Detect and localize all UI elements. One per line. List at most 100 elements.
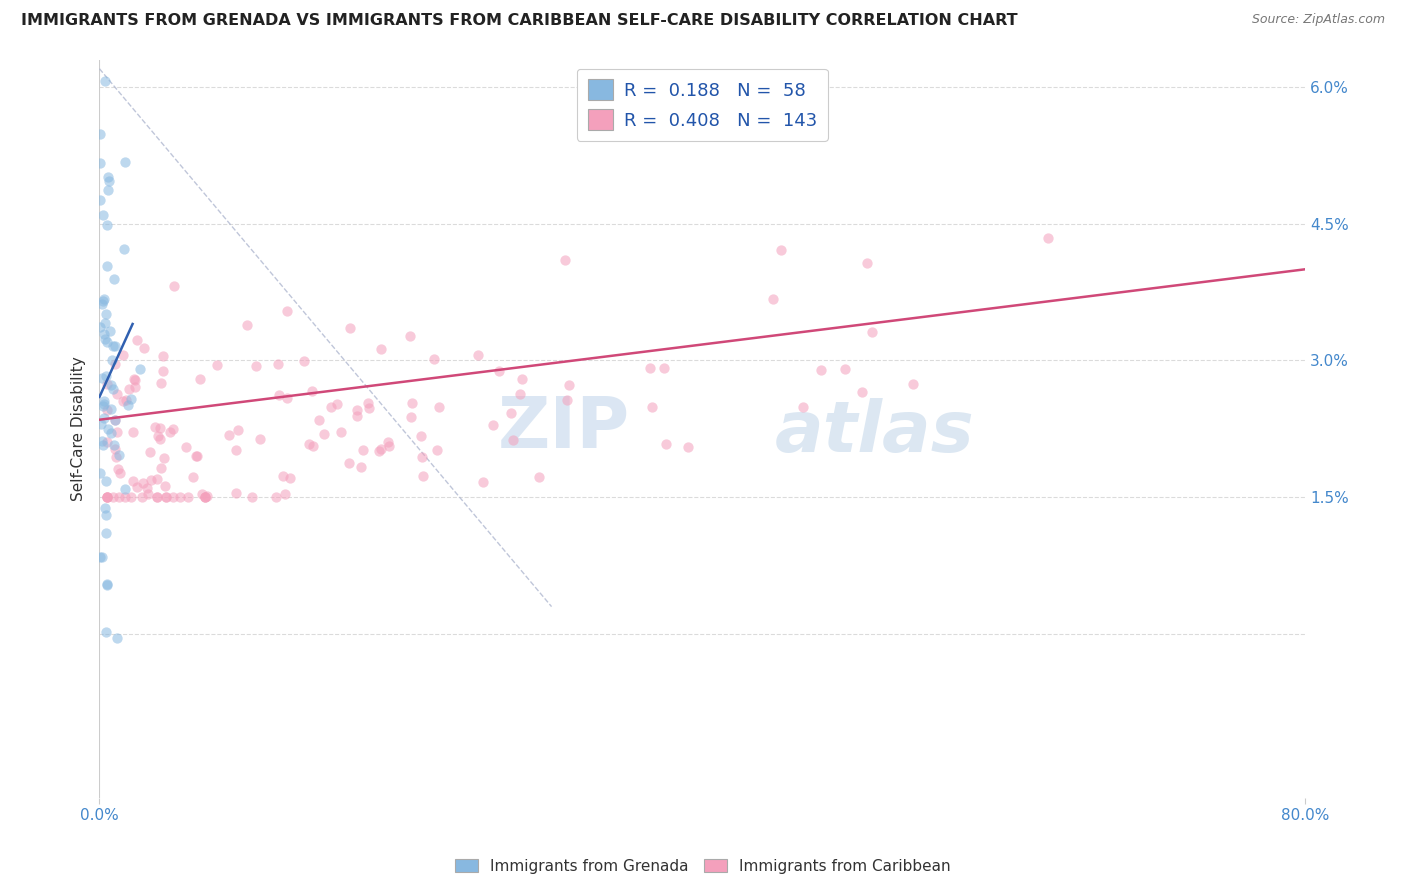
Point — [1036, 231, 1059, 245]
Point — [146, 472, 169, 486]
Point — [249, 432, 271, 446]
Point — [467, 348, 489, 362]
Point — [107, 448, 129, 462]
Point — [155, 479, 177, 493]
Point — [236, 318, 259, 332]
Point — [194, 490, 217, 504]
Point — [149, 376, 172, 390]
Point — [152, 450, 174, 465]
Point — [94, 74, 117, 88]
Point — [121, 425, 143, 440]
Point — [89, 467, 111, 481]
Point — [136, 487, 159, 501]
Point — [194, 490, 217, 504]
Point — [96, 377, 118, 392]
Point — [96, 490, 118, 504]
Point — [96, 435, 118, 450]
Point — [155, 490, 177, 504]
Point — [96, 403, 118, 417]
Legend: Immigrants from Grenada, Immigrants from Caribbean: Immigrants from Grenada, Immigrants from… — [449, 853, 957, 880]
Point — [302, 439, 325, 453]
Point — [107, 461, 129, 475]
Point — [97, 183, 120, 197]
Point — [89, 193, 111, 207]
Point — [94, 317, 117, 331]
Point — [134, 341, 156, 355]
Point — [557, 392, 579, 407]
Point — [554, 252, 576, 267]
Point — [120, 392, 142, 406]
Point — [186, 449, 208, 463]
Point — [93, 410, 115, 425]
Point — [89, 127, 111, 141]
Point — [267, 388, 290, 402]
Point — [101, 382, 124, 396]
Point — [370, 442, 392, 456]
Point — [112, 242, 135, 256]
Point — [104, 442, 127, 456]
Point — [502, 433, 524, 447]
Point — [326, 397, 349, 411]
Point — [124, 373, 146, 387]
Point — [120, 490, 142, 504]
Point — [139, 445, 162, 459]
Point — [183, 469, 205, 483]
Point — [96, 490, 118, 504]
Point — [105, 425, 128, 440]
Point — [152, 364, 174, 378]
Point — [101, 353, 124, 368]
Point — [91, 399, 114, 413]
Point — [350, 459, 373, 474]
Point — [267, 357, 290, 371]
Point — [409, 429, 432, 443]
Point — [89, 549, 111, 564]
Point — [100, 378, 122, 392]
Point — [901, 376, 924, 391]
Point — [146, 429, 169, 443]
Point — [225, 485, 247, 500]
Point — [94, 525, 117, 540]
Point — [94, 624, 117, 639]
Point — [111, 348, 134, 362]
Point — [184, 449, 207, 463]
Point — [104, 413, 127, 427]
Point — [93, 397, 115, 411]
Point — [96, 218, 118, 232]
Point — [834, 362, 856, 376]
Point — [298, 437, 321, 451]
Point — [104, 339, 127, 353]
Point — [93, 326, 115, 341]
Point — [527, 470, 550, 484]
Point — [792, 401, 814, 415]
Point — [101, 339, 124, 353]
Text: ZIP: ZIP — [498, 394, 630, 463]
Point — [398, 329, 420, 343]
Point — [89, 319, 111, 334]
Point — [90, 434, 112, 448]
Point — [93, 394, 115, 409]
Point — [91, 549, 114, 564]
Point — [96, 259, 118, 273]
Text: Source: ZipAtlas.com: Source: ZipAtlas.com — [1251, 13, 1385, 27]
Point — [245, 359, 267, 374]
Point — [195, 489, 218, 503]
Point — [377, 435, 399, 450]
Point — [91, 438, 114, 452]
Point — [139, 473, 162, 487]
Point — [103, 438, 125, 452]
Text: atlas: atlas — [775, 398, 974, 467]
Point — [162, 278, 184, 293]
Point — [105, 386, 128, 401]
Point — [652, 361, 675, 376]
Point — [152, 349, 174, 363]
Point — [641, 400, 664, 414]
Point — [94, 368, 117, 383]
Point — [308, 412, 330, 426]
Point — [510, 372, 533, 386]
Point — [276, 391, 298, 405]
Point — [426, 442, 449, 457]
Point — [378, 438, 401, 452]
Point — [321, 401, 343, 415]
Point — [118, 382, 141, 396]
Point — [761, 292, 783, 306]
